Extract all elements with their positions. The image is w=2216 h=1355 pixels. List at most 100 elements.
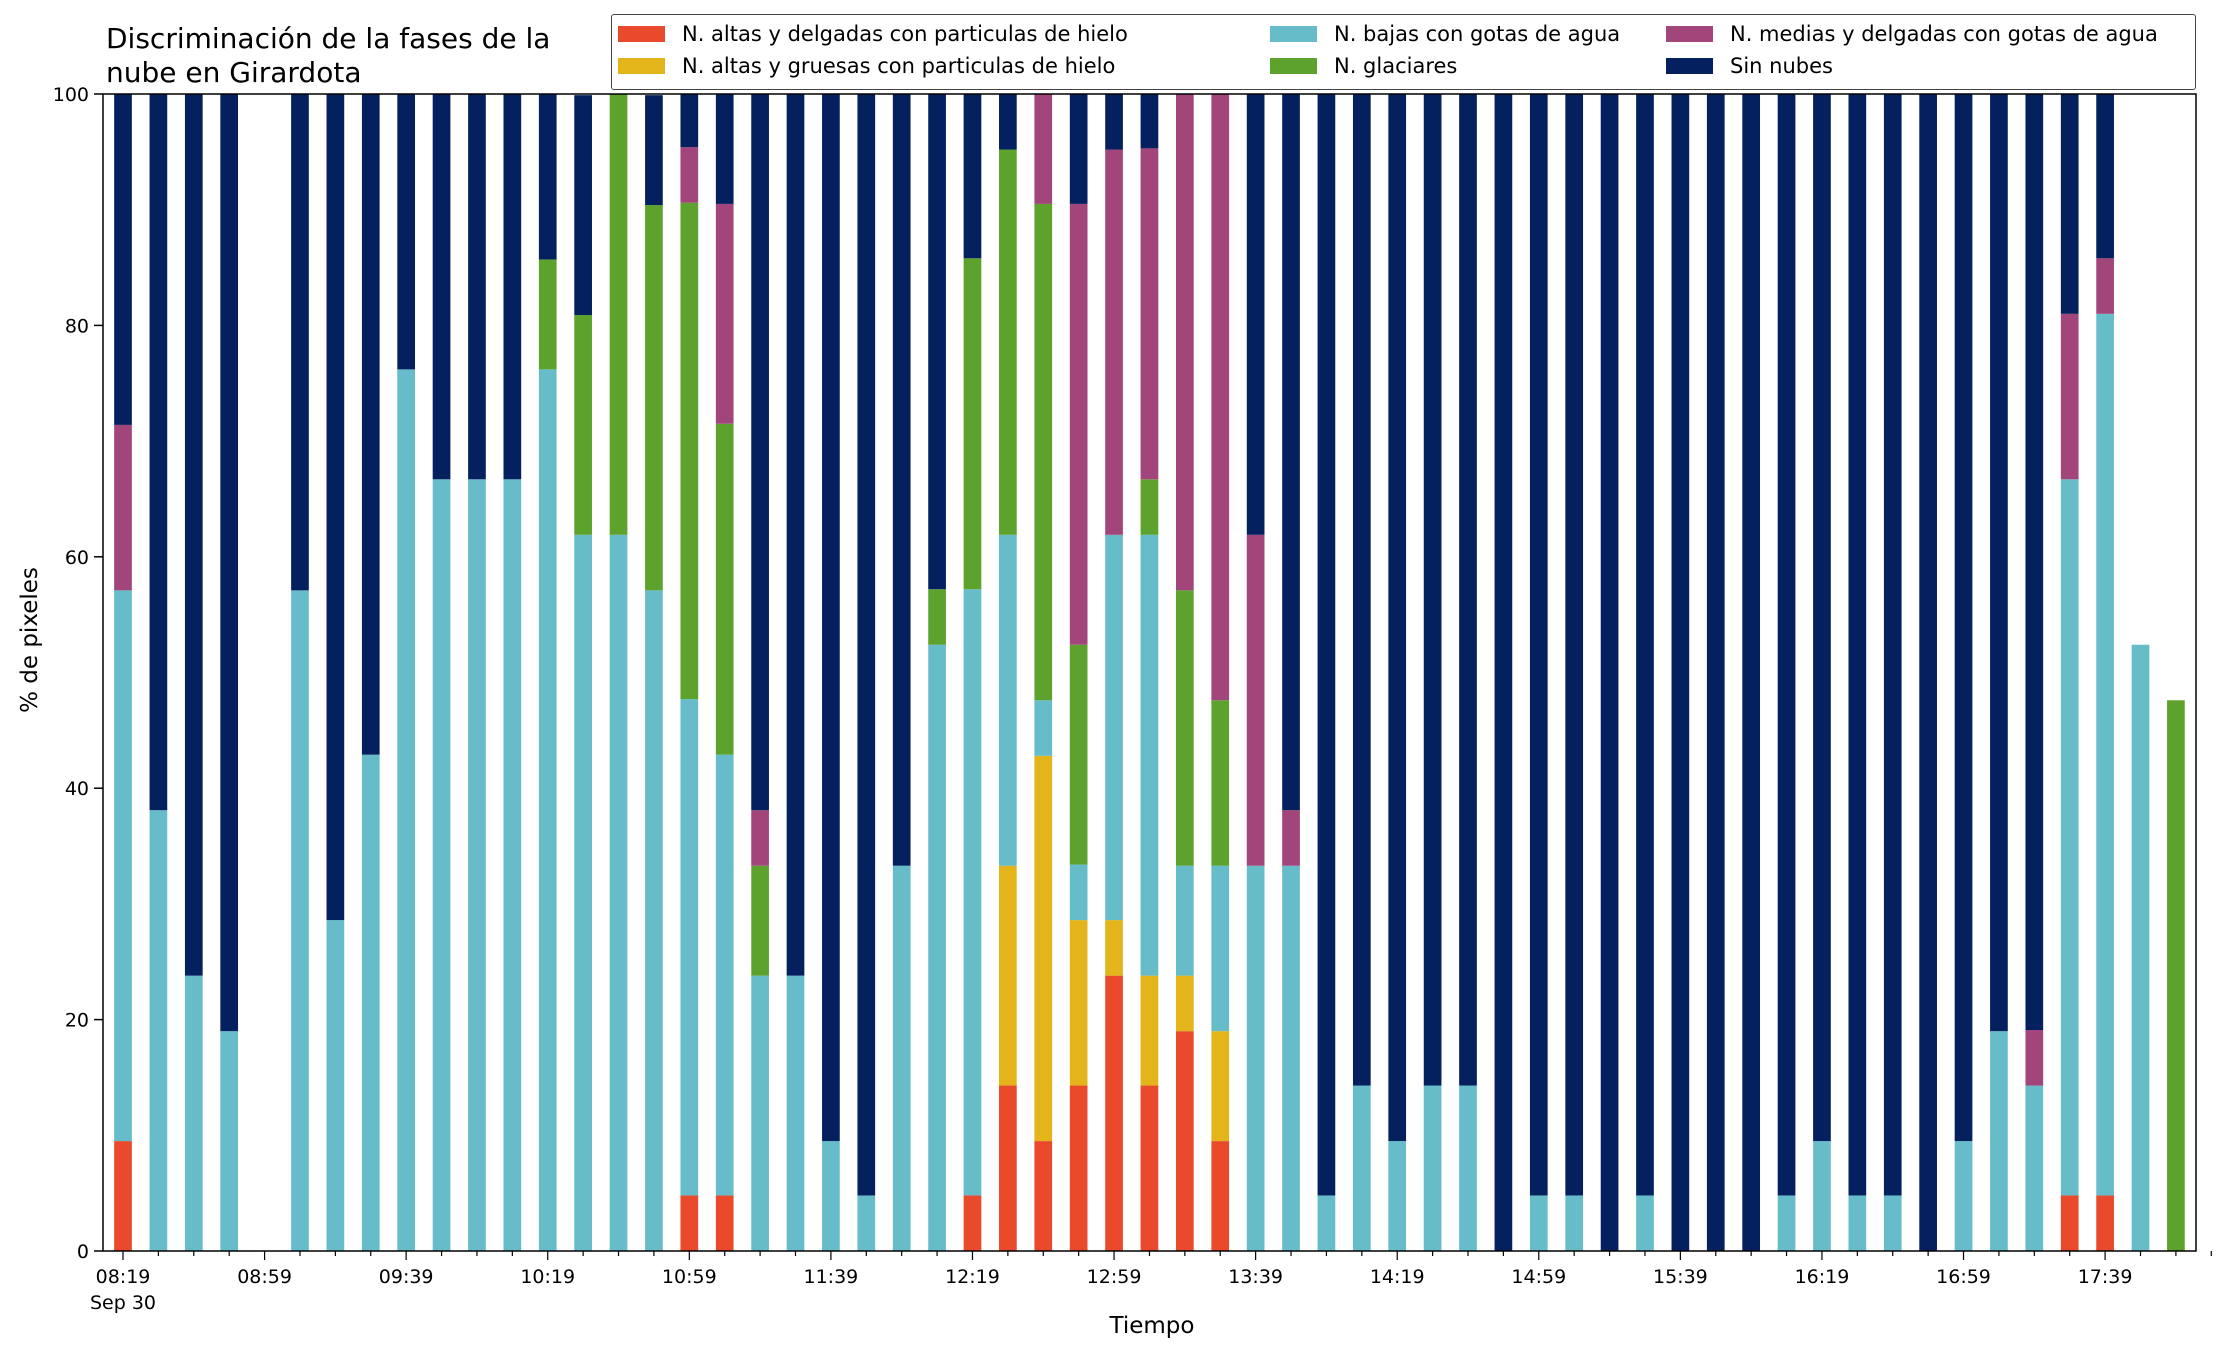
bar-segment-5-49 [1848,94,1867,1196]
bar-segment-5-28 [1105,94,1123,150]
y-tick-label: 20 [65,1010,89,1032]
bar-segment-5-52 [1954,94,1973,1142]
legend-swatch [1270,26,1317,42]
x-tick-label: 08:59 [237,1266,292,1288]
bar-segment-5-5 [291,94,309,591]
bar-segment-5-10 [468,94,486,480]
bar-segment-2-54 [2025,1085,2044,1251]
y-axis: 0 20 40 60 80 100 [53,84,103,1263]
bar-segment-2-19 [786,975,805,1251]
bar-segment-5-38 [1459,94,1477,1086]
bar-segment-4-27 [1069,203,1088,645]
bar-segment-5-51 [1919,94,1937,1251]
bar-segment-2-24 [963,589,982,1196]
y-tick-label: 40 [65,778,89,800]
bar-segment-5-16 [680,94,699,148]
bar-segment-0-31 [1211,1141,1230,1251]
legend-swatch [618,58,665,74]
x-tick-label: 12:19 [945,1266,1000,1288]
bar-segment-5-20 [822,94,840,1142]
bar-segment-2-22 [892,865,911,1251]
chart-title-line-2: nube en Girardota [106,56,362,89]
bar-segment-0-28 [1105,975,1123,1251]
bar-segment-1-25 [999,865,1017,1086]
bar-segment-2-55 [2060,479,2079,1196]
bar-segment-2-40 [1529,1195,1548,1251]
legend-label: N. medias y delgadas con gotas de agua [1730,22,2158,46]
bar-segment-2-52 [1954,1141,1973,1251]
bar-segment-4-26 [1034,94,1053,204]
bar-segment-2-8 [397,369,416,1251]
bar-segment-5-15 [645,95,663,206]
bar-segment-3-23 [928,589,946,645]
x-tick-label: 10:59 [662,1266,717,1288]
bar-segment-2-5 [291,590,309,1251]
x-axis-label: Tiempo [1109,1313,1195,1339]
bar-segment-3-16 [680,202,699,700]
legend-swatch [1666,58,1713,74]
bar-segment-5-8 [397,94,416,370]
bar-segment-4-54 [2025,1030,2044,1086]
y-tick-label: 0 [77,1241,89,1263]
bar-segment-2-9 [432,479,451,1251]
bar-segment-0-55 [2060,1195,2079,1251]
bar-segment-3-26 [1034,203,1053,701]
bar-segment-2-48 [1813,1141,1831,1251]
x-axis: 08:19 08:59 09:39 10:19 10:59 11:39 12:19 12:59… [90,1251,2212,1314]
x-tick-label: 11:39 [804,1266,859,1288]
bar-segment-5-25 [999,94,1017,150]
bar-segment-2-36 [1388,1141,1407,1251]
bar-segment-5-3 [220,94,239,1032]
bar-segment-1-27 [1069,920,1088,1086]
bar-segment-4-32 [1246,534,1265,866]
bar-segment-5-23 [928,94,946,590]
chart-title: Discriminación de la fases de la nube en… [106,22,550,90]
bar-segment-5-6 [326,94,345,921]
bar-segment-0-29 [1140,1085,1159,1251]
bar-segment-1-31 [1211,1031,1230,1142]
bar-segment-3-18 [751,865,769,976]
x-tick-label: 13:39 [1228,1266,1283,1288]
bar-segment-5-42 [1600,94,1619,1251]
x-date-label: Sep 30 [90,1292,156,1314]
bar-segment-5-13 [574,95,592,315]
bar-segment-0-17 [715,1195,734,1251]
legend-swatch [618,26,665,42]
legend-item-0: N. altas y delgadas con particulas de hi… [618,19,1128,49]
bar-segment-5-41 [1565,94,1584,1196]
bar-segment-4-17 [715,203,734,424]
bar-segment-4-16 [680,147,699,203]
bar-segment-2-56 [2096,313,2114,1196]
legend: N. altas y delgadas con particulas de hi… [611,14,2196,90]
bar-segment-5-2 [184,94,203,976]
bar-segment-4-30 [1175,94,1194,591]
bar-segment-5-55 [2060,94,2079,314]
bar-segment-0-0 [114,1141,132,1251]
legend-item-4: N. medias y delgadas con gotas de agua [1666,19,2158,49]
bar-segment-5-35 [1352,94,1371,1086]
bar-segment-2-20 [822,1141,840,1251]
bar-segment-2-53 [1990,1031,2008,1251]
bar-segment-2-11 [503,479,522,1251]
bar-segment-1-26 [1034,755,1053,1142]
bar-segment-2-28 [1105,534,1123,921]
bar-segment-5-46 [1742,94,1761,1251]
x-tick-label: 12:59 [1087,1266,1142,1288]
bar-segment-4-28 [1105,149,1123,535]
bar-segment-2-21 [857,1195,876,1251]
bar-segment-2-14 [609,534,628,1251]
bar-segment-5-43 [1636,94,1654,1196]
bar-segment-0-27 [1069,1085,1088,1251]
bars-layer [114,94,2185,1251]
bar-segment-3-30 [1175,590,1194,866]
bar-segment-2-6 [326,920,345,1251]
bar-segment-5-0 [114,94,132,425]
bar-segment-2-38 [1459,1085,1477,1251]
bar-segment-5-22 [892,94,911,866]
bar-segment-5-44 [1671,94,1690,1251]
bar-segment-4-18 [751,810,769,866]
legend-label: N. bajas con gotas de agua [1334,22,1621,46]
bar-segment-5-9 [432,94,451,480]
x-tick-label: 10:19 [520,1266,575,1288]
